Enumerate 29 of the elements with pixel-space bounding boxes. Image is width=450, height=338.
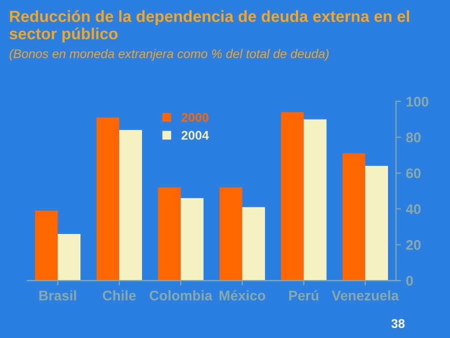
bar bbox=[34, 210, 58, 281]
y-tick-label: 100 bbox=[406, 96, 428, 107]
bar bbox=[280, 112, 304, 281]
y-tick-label: 20 bbox=[406, 240, 421, 250]
bar bbox=[180, 198, 204, 281]
chart-title: Reducción de la dependencia de deuda externa en el sector público bbox=[10, 10, 410, 43]
bar bbox=[304, 119, 327, 281]
bar bbox=[242, 207, 266, 281]
legend-label: 2000 bbox=[182, 112, 208, 122]
chart-subtitle: (Bonos en moneda extranjera como % del total de deuda) bbox=[10, 49, 329, 61]
bar bbox=[58, 234, 81, 281]
bar bbox=[158, 187, 181, 281]
y-tick-label: 80 bbox=[406, 132, 421, 142]
bar bbox=[219, 187, 242, 281]
bar bbox=[342, 153, 366, 281]
bar bbox=[96, 118, 120, 281]
x-tick-label: México bbox=[220, 290, 266, 300]
x-tick-label: Chile bbox=[102, 290, 136, 300]
y-tick-label: 0 bbox=[406, 276, 413, 286]
bar bbox=[119, 130, 142, 281]
x-tick-label: Venezuela bbox=[332, 290, 399, 300]
x-tick-label: Perú bbox=[289, 290, 318, 300]
x-tick-label: Colombia bbox=[150, 290, 212, 300]
text: 38 bbox=[391, 319, 405, 328]
bar bbox=[365, 166, 388, 281]
y-tick-label: 60 bbox=[406, 168, 421, 178]
legend-label: 2004 bbox=[182, 130, 209, 140]
x-tick-label: Brasil bbox=[39, 290, 76, 300]
y-tick-label: 40 bbox=[406, 204, 421, 214]
